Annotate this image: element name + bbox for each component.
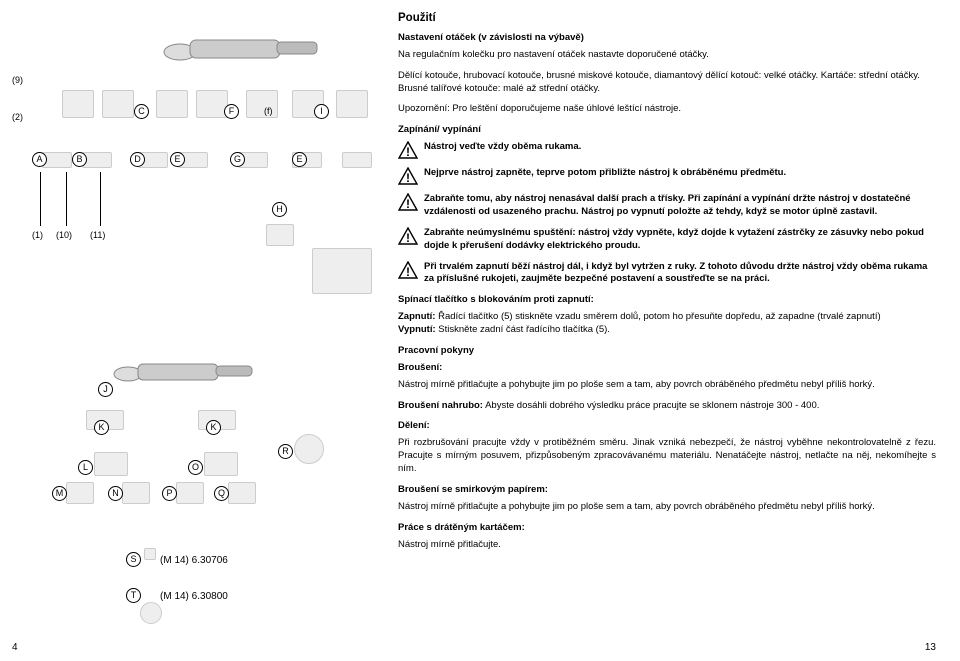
warning-icon: ! — [398, 167, 418, 185]
label-E: E — [170, 152, 185, 167]
heading-cut: Dělení: — [398, 420, 936, 431]
warn-3: Zabraňte tomu, aby nástroj nenasával dal… — [424, 193, 936, 219]
heading-grind: Broušení: — [398, 362, 936, 373]
callout-11: (11) — [90, 230, 105, 240]
heading-brush: Práce s drátěným kartáčem: — [398, 522, 936, 533]
grind-text: Nástroj mírně přitlačujte a pohybujte ji… — [398, 379, 936, 392]
callout-10: (10) — [56, 230, 72, 240]
label-T: T — [126, 588, 141, 603]
sand-text: Nástroj mírně přitlačujte a pohybujte ji… — [398, 501, 936, 514]
label-F: F — [224, 104, 239, 119]
page-title: Použití — [398, 12, 936, 24]
label-Q: Q — [214, 486, 229, 501]
warning-icon: ! — [398, 141, 418, 159]
warning-icon: ! — [398, 261, 418, 279]
label-J: J — [98, 382, 113, 397]
heading-sand: Broušení se smirkovým papírem: — [398, 484, 936, 495]
label-K2: K — [206, 420, 221, 435]
text-rpm-3: Brusné talířové kotouče: malé až střední… — [398, 83, 600, 94]
switch-on-label: Zapnutí: — [398, 311, 435, 322]
label-E2: E — [292, 152, 307, 167]
label-P: P — [162, 486, 177, 501]
warning-icon: ! — [398, 227, 418, 245]
heading-work: Pracovní pokyny — [398, 345, 936, 356]
warning-icon: ! — [398, 193, 418, 211]
label-C: C — [134, 104, 149, 119]
switch-off-text: Stiskněte zadní část řadícího tlačítka (… — [436, 324, 610, 335]
label-I: I — [314, 104, 329, 119]
grinder-j — [112, 342, 272, 392]
warn-5: Při trvalém zapnutí běží nástroj dál, i … — [424, 261, 936, 287]
svg-text:!: ! — [406, 265, 410, 279]
callout-2: (2) — [12, 112, 23, 122]
label-L: L — [78, 460, 93, 475]
heading-onoff: Zapínání/ vypínání — [398, 124, 936, 135]
label-A: A — [32, 152, 47, 167]
rough-label: Broušení nahrubo: — [398, 400, 483, 411]
label-S: S — [126, 552, 141, 567]
text-rpm-1: Na regulačním kolečku pro nastavení otáč… — [398, 49, 936, 62]
warn-2: Nejprve nástroj zapněte, teprve potom př… — [424, 167, 936, 180]
brush-text: Nástroj mírně přitlačujte. — [398, 539, 936, 552]
t-value: (M 14) 6.30800 — [160, 591, 228, 602]
heading-switch: Spínací tlačítko s blokováním proti zapn… — [398, 294, 936, 305]
label-K: K — [94, 420, 109, 435]
callout-1: (1) — [32, 230, 43, 240]
svg-text:!: ! — [406, 231, 410, 245]
page-number-right: 13 — [925, 642, 936, 653]
callout-9: (9) — [12, 75, 23, 85]
label-H: H — [272, 202, 287, 217]
label-M: M — [52, 486, 67, 501]
switch-off-label: Vypnutí: — [398, 324, 436, 335]
warn-1: Nástroj veďte vždy oběma rukama. — [424, 141, 936, 154]
label-f: (f) — [264, 106, 273, 116]
heading-rpm: Nastavení otáček (v závislosti na výbavě… — [398, 32, 936, 43]
label-R: R — [278, 444, 293, 459]
label-B: B — [72, 152, 87, 167]
page-number-left: 4 — [12, 642, 18, 653]
label-G: G — [230, 152, 245, 167]
label-O: O — [188, 460, 203, 475]
text-column: Použití Nastavení otáček (v závislosti n… — [382, 12, 936, 661]
grinder-illustration — [162, 12, 332, 72]
text-rpm-2: Dělící kotouče, hrubovací kotouče, brusn… — [398, 70, 920, 81]
s-value: (M 14) 6.30706 — [160, 555, 228, 566]
svg-text:!: ! — [406, 171, 410, 185]
svg-text:!: ! — [406, 197, 410, 211]
svg-text:!: ! — [406, 145, 410, 159]
cut-text: Při rozbrušování pracujte vždy v protibě… — [398, 437, 936, 475]
parts-diagram: (9) (2) C F (f) I A B D E G E H (1) (10)… — [12, 12, 382, 632]
label-D: D — [130, 152, 145, 167]
rough-text: Abyste dosáhli dobrého výsledku práce pr… — [483, 400, 819, 411]
note-polish: Upozornění: Pro leštění doporučujeme naš… — [398, 103, 936, 116]
switch-on-text: Řadící tlačítko (5) stiskněte vzadu směr… — [435, 311, 880, 322]
label-N: N — [108, 486, 123, 501]
warn-4: Zabraňte neúmyslnému spuštění: nástroj v… — [424, 227, 936, 253]
